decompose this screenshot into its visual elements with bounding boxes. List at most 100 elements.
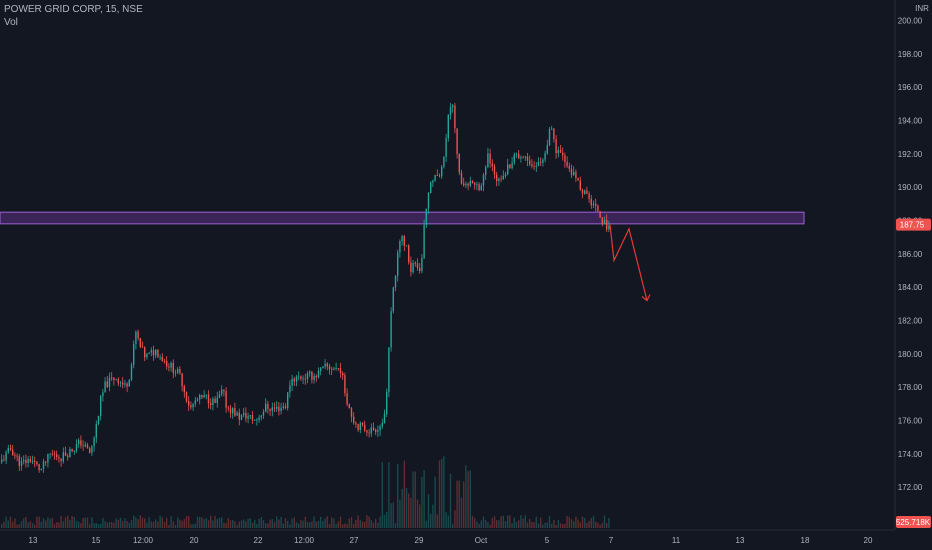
candle-body bbox=[306, 373, 309, 380]
candle-body bbox=[465, 183, 467, 186]
candle-body bbox=[392, 287, 394, 312]
candle-body bbox=[168, 366, 170, 368]
volume-bar bbox=[119, 517, 122, 528]
volume-indicator-label[interactable]: Vol bbox=[4, 17, 18, 28]
candle-body bbox=[372, 427, 375, 430]
volume-bar bbox=[190, 524, 192, 528]
candle-body bbox=[348, 404, 350, 409]
candle-body bbox=[432, 180, 434, 183]
candle-body bbox=[509, 164, 511, 168]
volume-bar bbox=[104, 521, 106, 528]
candle-body bbox=[104, 381, 106, 393]
volume-bar bbox=[36, 516, 38, 528]
candle-body bbox=[419, 267, 421, 272]
candle-body bbox=[73, 450, 75, 452]
volume-bar bbox=[194, 523, 196, 528]
volume-bar bbox=[139, 515, 141, 528]
y-tick-label: 190.00 bbox=[898, 183, 923, 192]
candle-body bbox=[496, 174, 498, 181]
volume-bar bbox=[326, 516, 328, 528]
x-tick-label: 27 bbox=[350, 536, 359, 545]
volume-bar bbox=[445, 512, 447, 528]
candle-body bbox=[205, 394, 207, 396]
volume-bar bbox=[155, 519, 157, 528]
volume-bar bbox=[500, 516, 502, 528]
candle-body bbox=[302, 378, 304, 380]
symbol-title[interactable]: POWER GRID CORP, 15, NSE bbox=[4, 4, 143, 15]
volume-bar bbox=[381, 462, 383, 528]
candle-body bbox=[344, 375, 346, 394]
volume-bar bbox=[487, 522, 489, 528]
volume-bar bbox=[172, 521, 174, 528]
volume-bar bbox=[141, 517, 144, 528]
volume-bar bbox=[298, 523, 300, 528]
candle-body bbox=[408, 245, 410, 263]
candle-body bbox=[511, 162, 513, 168]
candle-body bbox=[564, 155, 566, 162]
volume-bar bbox=[331, 517, 333, 528]
volume-bar bbox=[372, 522, 375, 528]
volume-bar bbox=[493, 516, 496, 528]
candle-body bbox=[438, 175, 441, 177]
candle-body bbox=[469, 180, 471, 186]
candle-body bbox=[93, 437, 95, 447]
candle-body bbox=[412, 263, 414, 273]
candle-body bbox=[339, 368, 342, 374]
volume-bar bbox=[247, 518, 249, 528]
volume-bar bbox=[482, 516, 485, 528]
candle-body bbox=[47, 454, 49, 463]
candle-body bbox=[9, 447, 12, 450]
volume-bar bbox=[427, 493, 430, 528]
candle-body bbox=[34, 460, 36, 462]
volume-bar bbox=[64, 517, 67, 528]
candle-body bbox=[375, 429, 377, 432]
candle-body bbox=[579, 180, 581, 190]
candle-body bbox=[20, 460, 23, 466]
candle-body bbox=[212, 398, 214, 405]
volume-bar bbox=[359, 519, 361, 528]
y-tick-label: 178.00 bbox=[898, 383, 923, 392]
volume-bar bbox=[185, 516, 188, 528]
candle-body bbox=[82, 445, 84, 447]
candle-body bbox=[157, 349, 159, 358]
candle-body bbox=[128, 379, 130, 387]
candle-body bbox=[452, 105, 454, 108]
volume-value-label: 525.718K bbox=[896, 518, 931, 527]
candle-body bbox=[161, 356, 163, 361]
volume-bar bbox=[357, 515, 359, 528]
x-tick-label: 5 bbox=[545, 536, 550, 545]
volume-bar bbox=[465, 465, 467, 528]
volume-bar bbox=[564, 523, 566, 528]
candle-body bbox=[326, 363, 328, 367]
volume-bar bbox=[489, 524, 491, 528]
volume-bar bbox=[111, 522, 113, 528]
volume-bar bbox=[245, 521, 247, 528]
volume-bar bbox=[137, 519, 139, 528]
candle-body bbox=[267, 403, 269, 410]
candle-body bbox=[280, 407, 282, 412]
volume-bar bbox=[353, 523, 355, 528]
volume-bar bbox=[419, 504, 421, 528]
volume-bar bbox=[280, 516, 282, 528]
candle-body bbox=[401, 236, 403, 242]
volume-bar bbox=[366, 515, 368, 528]
candle-body bbox=[254, 419, 256, 421]
volume-bar bbox=[192, 524, 194, 528]
volume-bar bbox=[432, 504, 434, 528]
volume-bar bbox=[441, 459, 443, 528]
volume-bar bbox=[575, 516, 577, 528]
y-tick-label: 198.00 bbox=[898, 50, 923, 59]
volume-bar bbox=[249, 518, 251, 528]
candle-body bbox=[390, 311, 392, 348]
candle-body bbox=[513, 154, 515, 163]
x-tick-label: 18 bbox=[801, 536, 810, 545]
candle-body bbox=[322, 366, 324, 369]
candle-body bbox=[124, 383, 126, 385]
candle-body bbox=[546, 145, 548, 154]
volume-bar bbox=[456, 480, 458, 528]
candle-body bbox=[100, 396, 102, 416]
candle-body bbox=[603, 219, 606, 225]
volume-bar bbox=[606, 523, 608, 528]
